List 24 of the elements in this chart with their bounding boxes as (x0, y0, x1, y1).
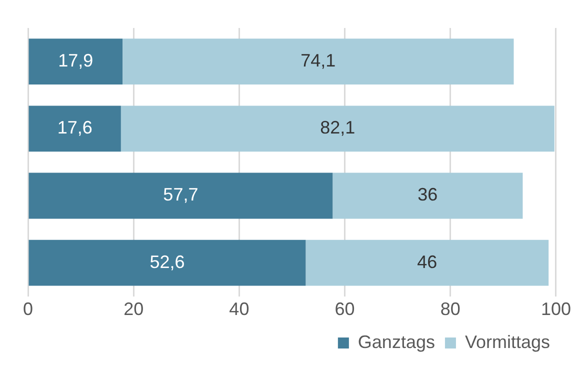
data-label: 36 (418, 184, 438, 205)
x-tick-label: 100 (540, 299, 572, 320)
x-tick-label: 40 (229, 299, 250, 320)
bar (120, 106, 554, 152)
legend-label: Ganztags (358, 332, 435, 352)
bar (122, 38, 514, 84)
data-label: 74,1 (300, 50, 336, 71)
data-label: 82,1 (320, 118, 356, 138)
x-tick-label: 80 (440, 299, 460, 320)
x-tick-label: 60 (334, 299, 355, 320)
bar (332, 172, 523, 219)
legend-label: Vormittags (464, 332, 550, 352)
bar (306, 240, 549, 286)
data-label: 52,6 (150, 252, 185, 272)
x-tick-label: 20 (124, 299, 144, 320)
bar (28, 240, 306, 286)
data-label: 17,9 (58, 50, 94, 71)
x-tick-label: 0 (22, 299, 34, 320)
bar (28, 106, 121, 152)
bar (28, 38, 123, 84)
data-label: 57,7 (163, 184, 198, 205)
bar (28, 172, 333, 219)
data-label: 46 (417, 252, 438, 272)
data-label: 17,6 (57, 118, 92, 138)
